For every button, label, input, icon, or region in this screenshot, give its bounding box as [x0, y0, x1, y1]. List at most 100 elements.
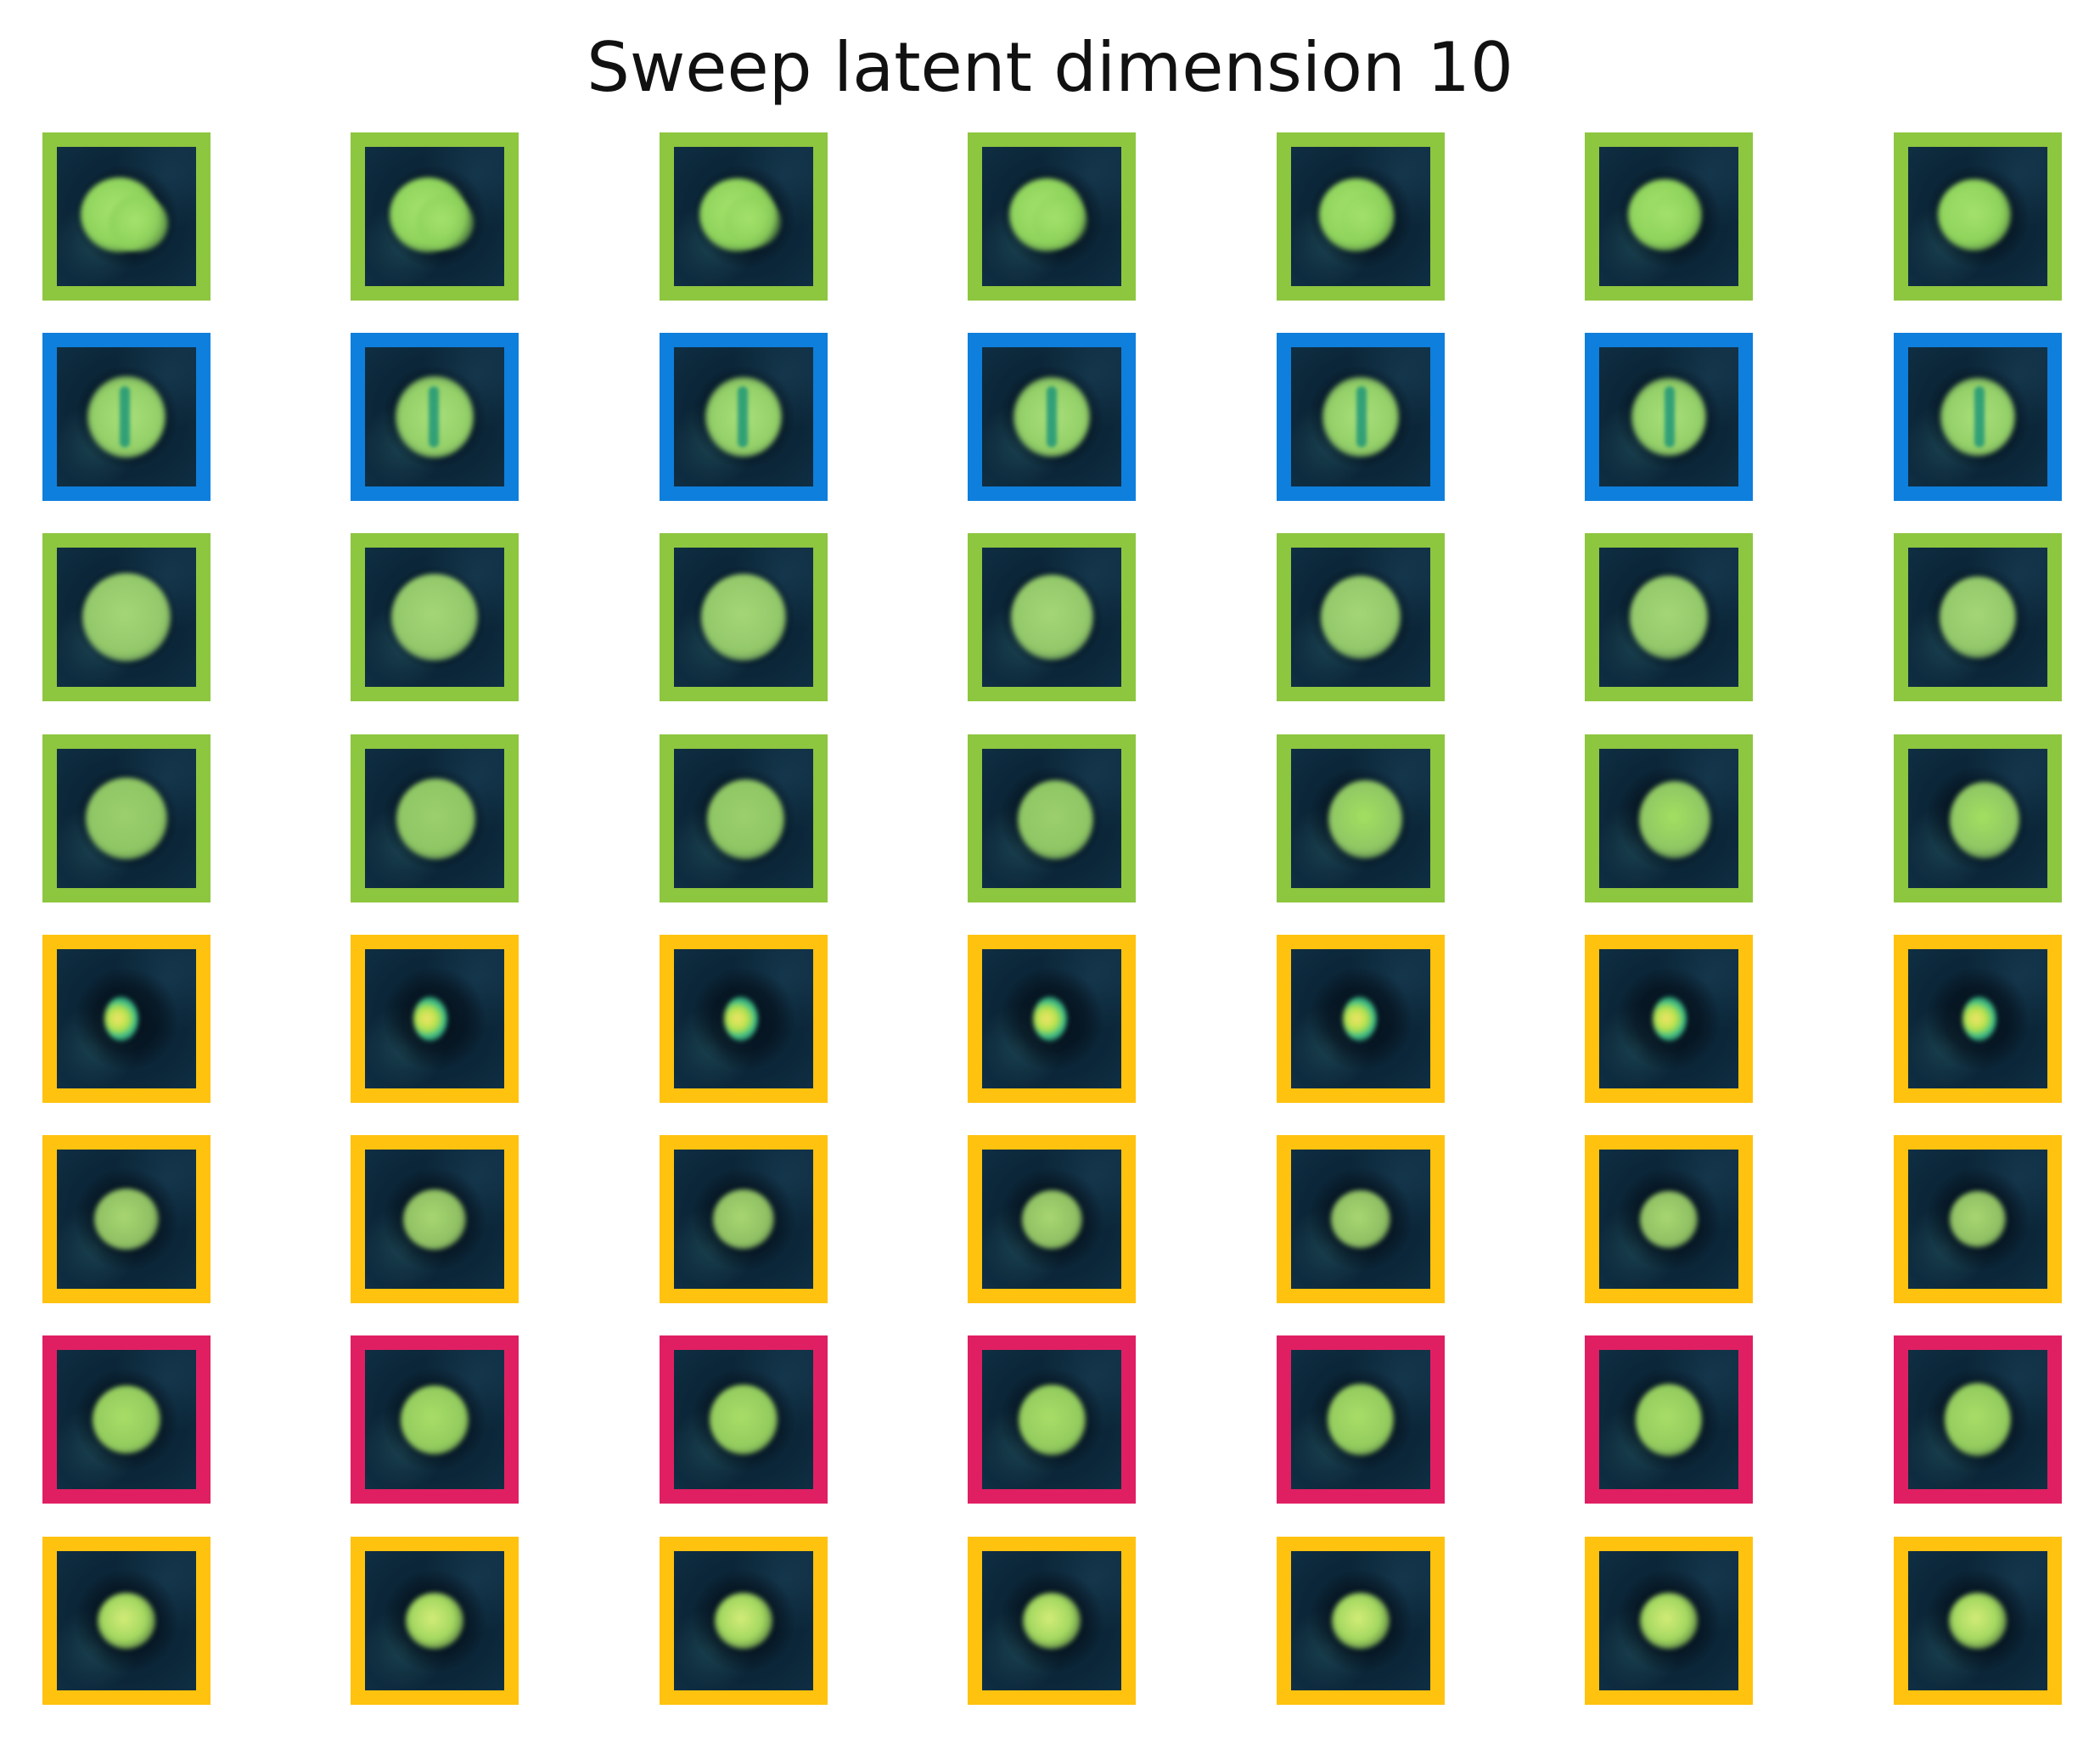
sweep-tile [1585, 333, 1753, 501]
tile-blob [1945, 1383, 2011, 1456]
tile-blob [1652, 997, 1687, 1041]
tile-blob [391, 573, 478, 661]
sweep-tile [351, 734, 519, 902]
tile-blob [86, 778, 167, 859]
tile-blob [1031, 194, 1087, 247]
tile-blob [93, 1386, 160, 1453]
tile-stripe [428, 386, 439, 447]
tile-blob [1328, 780, 1402, 859]
tile-blob [402, 1189, 467, 1250]
sweep-tile [1277, 1537, 1445, 1705]
tile-blob [1949, 1593, 2007, 1649]
sweep-tile [968, 935, 1136, 1103]
sweep-tile [351, 132, 519, 301]
sweep-tile [351, 333, 519, 501]
tile-stripe [1047, 386, 1057, 447]
tile-blob [1956, 194, 2007, 242]
sweep-tile [1585, 1335, 1753, 1504]
sweep-tile [1894, 333, 2062, 501]
tile-blob [416, 194, 474, 250]
tile-blob [82, 573, 171, 661]
tile-blob [94, 1189, 159, 1250]
sweep-tile [1894, 533, 2062, 701]
tile-blob [1018, 1384, 1086, 1455]
sweep-tile [1277, 132, 1445, 301]
tile-blob [104, 997, 138, 1041]
sweep-tile [968, 533, 1136, 701]
tile-blob [1629, 576, 1709, 659]
tile-blob [396, 778, 476, 859]
sweep-tile [1585, 533, 1753, 701]
tile-blob [1640, 1190, 1698, 1248]
sweep-tile [660, 333, 828, 501]
sweep-tile [968, 132, 1136, 301]
tile-stripe [1974, 386, 1985, 447]
sweep-tile [351, 1135, 519, 1303]
tile-blob [109, 195, 168, 251]
sweep-tile [1585, 1537, 1753, 1705]
sweep-tile [1277, 734, 1445, 902]
tile-blob [707, 779, 785, 859]
tile-blob [1962, 997, 1996, 1041]
sweep-tile [660, 1335, 828, 1504]
sweep-tile [42, 1135, 211, 1303]
sweep-tile [351, 935, 519, 1103]
tile-blob [1339, 194, 1394, 245]
sweep-tile [1585, 132, 1753, 301]
sweep-tile [968, 1135, 1136, 1303]
sweep-tile [1277, 333, 1445, 501]
tile-blob [1940, 576, 2016, 658]
sweep-tile [42, 1335, 211, 1504]
tile-blob [712, 1189, 775, 1249]
sweep-tile [968, 734, 1136, 902]
sweep-tile [1894, 734, 2062, 902]
sweep-tile [1894, 1335, 2062, 1504]
tile-blob [1938, 179, 2011, 250]
sweep-tile [660, 132, 828, 301]
sweep-tile [42, 1537, 211, 1705]
tile-stripe [738, 386, 749, 447]
tile-blob [724, 194, 781, 249]
sweep-tile [968, 333, 1136, 501]
tile-blob [413, 997, 448, 1041]
sweep-tile [1894, 1537, 2062, 1705]
sweep-tile [1277, 935, 1445, 1103]
page-title: Sweep latent dimension 10 [587, 28, 1513, 107]
tile-blob [1332, 1593, 1390, 1649]
tile-blob [1638, 781, 1710, 859]
tile-blob [1010, 575, 1093, 660]
tile-blob [1331, 1190, 1390, 1248]
tile-stripe [1356, 386, 1367, 447]
sweep-tile [1277, 1135, 1445, 1303]
tile-blob [1627, 178, 1702, 251]
tile-blob [1640, 1593, 1698, 1649]
sweep-tile [42, 935, 211, 1103]
tile-blob [723, 997, 758, 1041]
tile-blob [1950, 1191, 2006, 1247]
tile-stripe [120, 386, 130, 447]
tile-blob [1023, 1593, 1081, 1649]
sweep-tile [351, 1537, 519, 1705]
tile-blob [1327, 1384, 1395, 1455]
sweep-tile [1894, 935, 2062, 1103]
sweep-tile [42, 734, 211, 902]
tile-blob [406, 1593, 463, 1649]
tile-blob [1033, 997, 1067, 1041]
sweep-tile [1894, 132, 2062, 301]
sweep-tile [1277, 533, 1445, 701]
sweep-tile [660, 1135, 828, 1303]
tile-stripe [1665, 386, 1676, 447]
sweep-tile [1585, 935, 1753, 1103]
tile-blob [1647, 194, 1700, 244]
tile-blob [1320, 575, 1401, 660]
sweep-tile [660, 1537, 828, 1705]
sweep-tile [968, 1537, 1136, 1705]
sweep-tile [351, 1335, 519, 1504]
tile-blob [1950, 782, 2019, 858]
sweep-tile [42, 333, 211, 501]
sweep-tile [1585, 1135, 1753, 1303]
tile-blob [701, 574, 786, 661]
tile-blob [710, 1385, 778, 1454]
sweep-tile [660, 935, 828, 1103]
